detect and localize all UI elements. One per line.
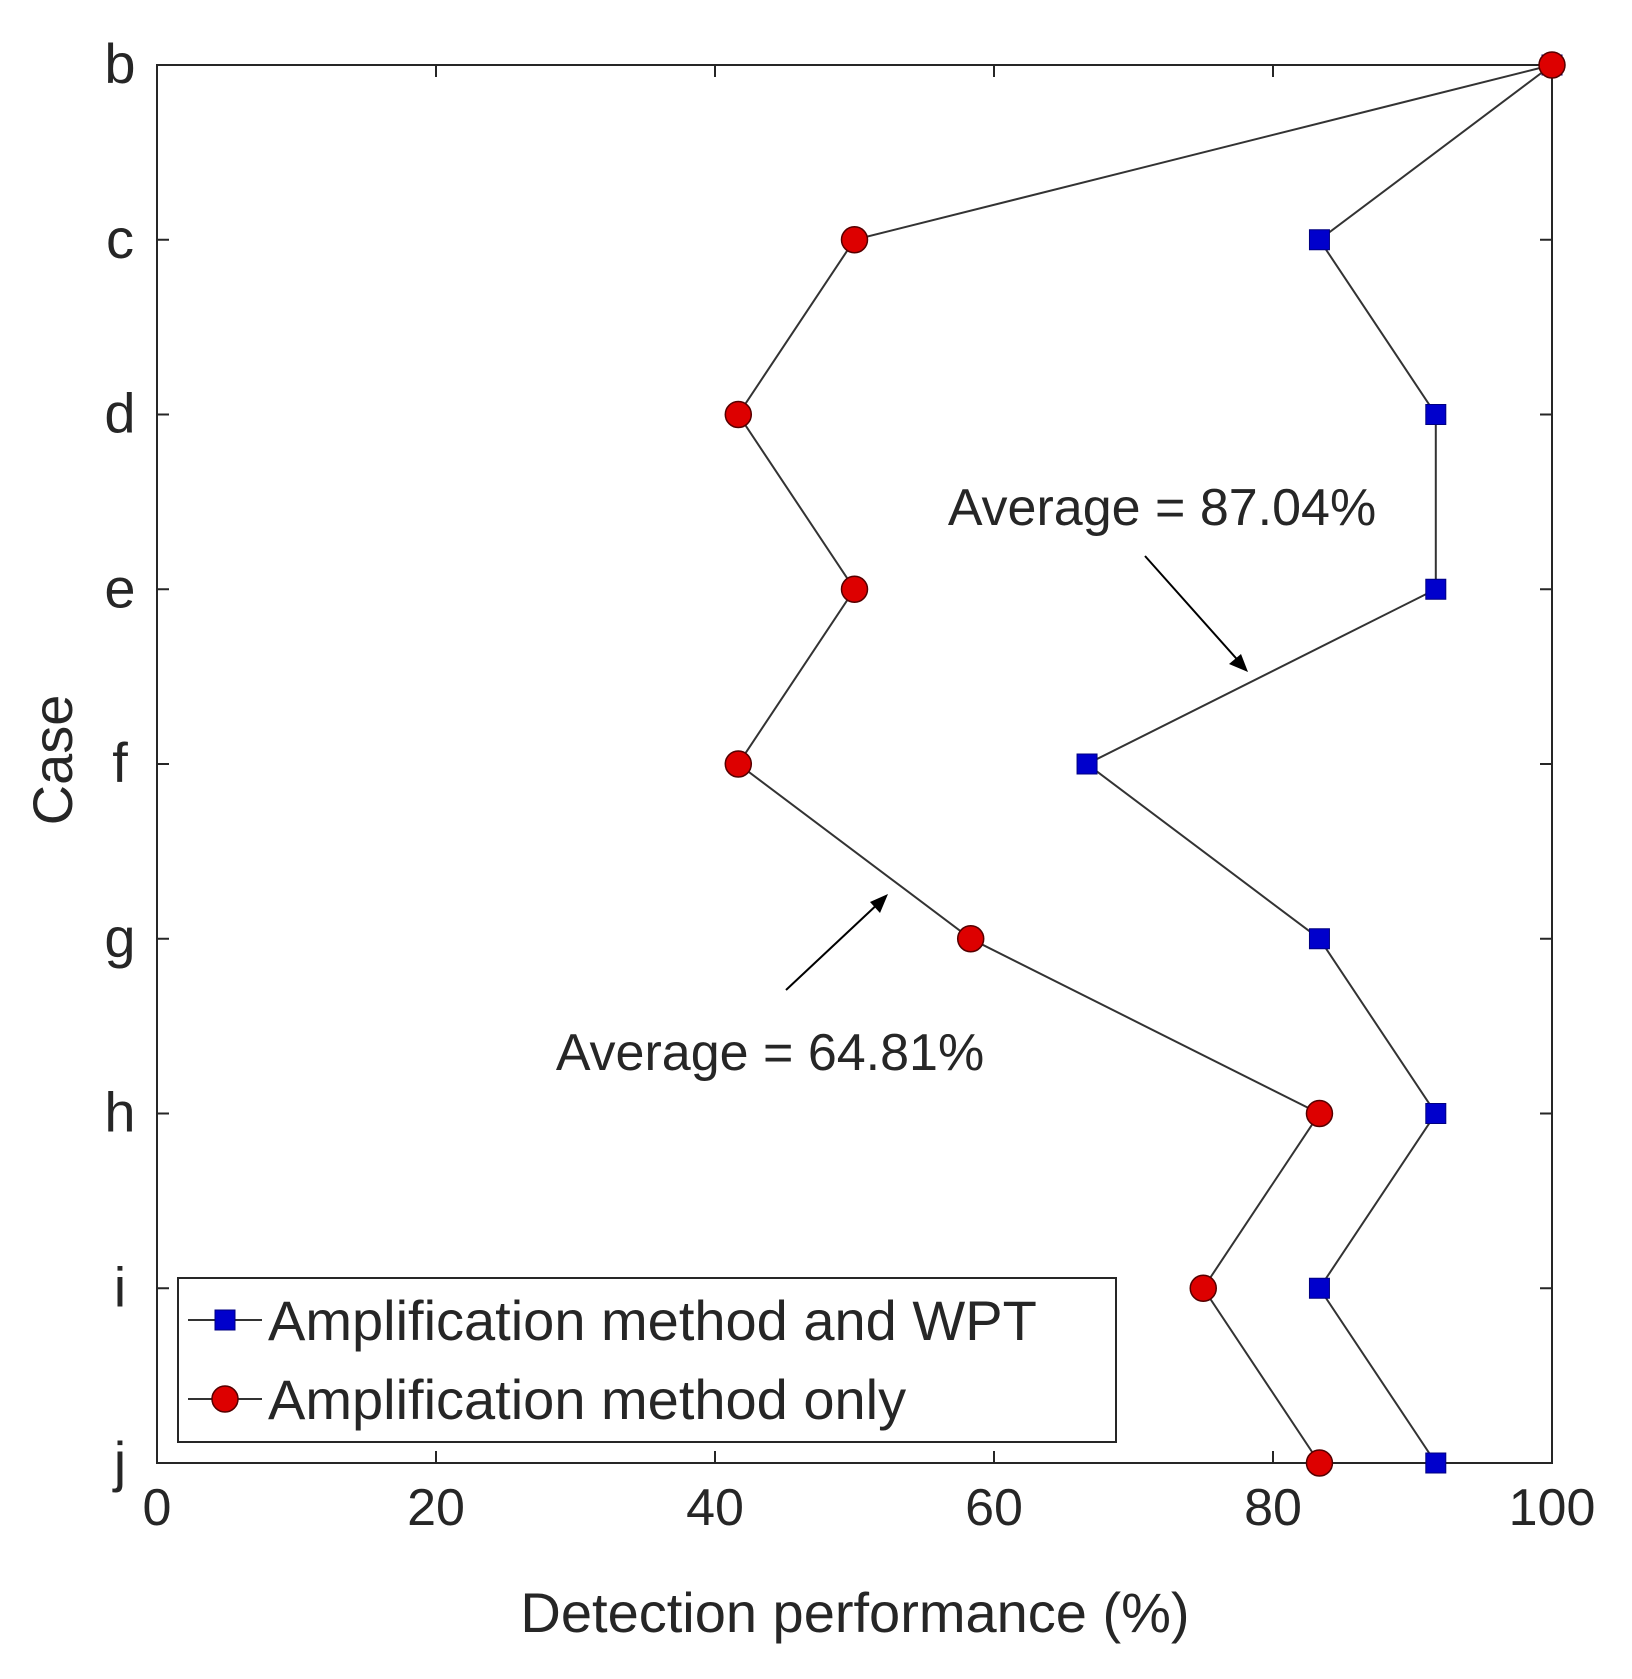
- x-tick-label-0: 0: [143, 1479, 172, 1537]
- annotation-amp-arrow: [785, 899, 883, 991]
- point-s0-f: [1076, 753, 1098, 775]
- annotation-amp-arrowhead: [870, 894, 888, 913]
- annotation-wpt-text: Average = 87.04%: [948, 479, 1376, 537]
- legend-label-amp: Amplification method only: [268, 1368, 906, 1431]
- y-tick-label-b: b: [104, 32, 135, 95]
- y-axis-label: Case: [21, 695, 84, 826]
- y-tick-label-d: d: [104, 382, 135, 445]
- axis-ticks: [156, 64, 1553, 1464]
- point-s1-g: [956, 925, 985, 953]
- point-s1-i: [1189, 1274, 1217, 1302]
- x-tick-label-100: 100: [1509, 1479, 1596, 1537]
- legend-marker-wpt: [214, 1309, 236, 1331]
- y-tick-label-c: c: [106, 207, 134, 270]
- legend-marker-amp: [211, 1385, 239, 1413]
- y-tick-label-j: j: [112, 1430, 126, 1493]
- point-s0-e: [1425, 578, 1447, 600]
- point-s1-b: [1538, 51, 1566, 79]
- point-s0-g: [1308, 928, 1330, 950]
- annotation-wpt: Average = 87.04%: [948, 479, 1376, 672]
- point-s0-i: [1308, 1277, 1330, 1299]
- point-s1-c: [840, 226, 869, 254]
- legend: Amplification method and WPT Amplificati…: [177, 1277, 1117, 1443]
- point-s1-j: [1305, 1449, 1334, 1477]
- annotation-amp-text: Average = 64.81%: [556, 1024, 984, 1082]
- legend-box: [177, 1277, 1117, 1443]
- x-tick-label-60: 60: [965, 1479, 1023, 1537]
- y-tick-label-g: g: [104, 906, 135, 969]
- x-axis-label: Detection performance (%): [520, 1581, 1189, 1644]
- x-tick-label-80: 80: [1244, 1479, 1302, 1537]
- plot-area: [156, 64, 1553, 1464]
- legend-label-wpt: Amplification method and WPT: [268, 1289, 1037, 1352]
- y-tick-label-e: e: [104, 556, 135, 619]
- y-tick-labels: b c d e f g h i j: [104, 32, 135, 1493]
- series-markers: [724, 51, 1566, 1477]
- point-s0-j: [1425, 1452, 1447, 1474]
- point-s1-e: [840, 575, 869, 603]
- annotation-wpt-arrowhead: [1229, 654, 1248, 672]
- point-s1-f: [724, 750, 753, 778]
- point-s0-d: [1425, 404, 1447, 425]
- y-tick-label-f: f: [112, 731, 128, 794]
- x-tick-label-20: 20: [407, 1479, 465, 1537]
- point-s0-h: [1425, 1103, 1447, 1124]
- y-tick-label-i: i: [114, 1255, 126, 1318]
- y-tick-label-h: h: [104, 1081, 135, 1144]
- point-s1-d: [724, 400, 753, 429]
- point-s1-h: [1305, 1099, 1334, 1128]
- annotation-amp: Average = 64.81%: [556, 894, 984, 1082]
- annotation-wpt-arrow: [1144, 555, 1244, 667]
- point-s0-c: [1308, 229, 1330, 251]
- x-tick-label-40: 40: [686, 1479, 744, 1537]
- x-tick-labels: 0 20 40 60 80 100: [143, 1479, 1596, 1537]
